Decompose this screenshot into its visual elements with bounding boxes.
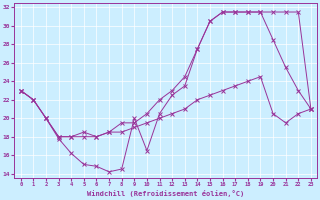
X-axis label: Windchill (Refroidissement éolien,°C): Windchill (Refroidissement éolien,°C) [87, 190, 244, 197]
